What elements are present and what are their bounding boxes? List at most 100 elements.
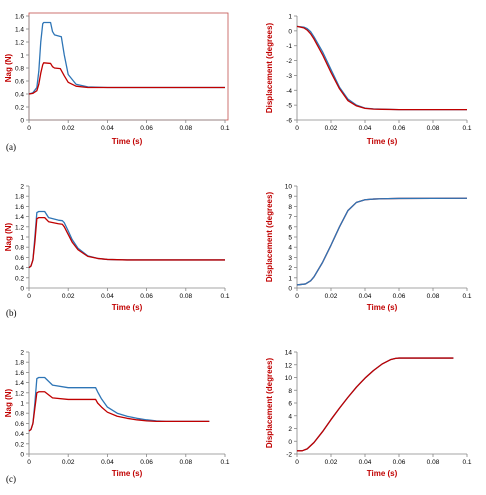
y-axis-title: Nag (N) (4, 222, 13, 251)
y-tick-label: -1 (286, 43, 292, 50)
y-tick-label: 0.2 (15, 105, 24, 112)
series-line-red (296, 197, 468, 286)
y-tick-label: 6 (288, 401, 292, 408)
x-tick-label: 0.02 (325, 125, 338, 132)
x-tick-label: 0 (27, 125, 31, 132)
y-axis-title: Nag (N) (4, 388, 13, 417)
x-tick-label: 0.04 (359, 459, 372, 466)
y-tick-label: -4 (286, 88, 292, 95)
chart-b-left: 0 0.2 0.4 0.6 0.8 1 1.2 1.4 1.6 1.8 2 0 0.02 0.04 0.06… (4, 184, 230, 313)
x-tick-label: 0.04 (101, 125, 114, 132)
y-tick-label: 1.8 (15, 360, 24, 367)
y-tick-label: 8 (288, 204, 292, 211)
y-tick-label: -2 (286, 452, 292, 459)
y-tick-label: 0 (288, 439, 292, 446)
x-tick-label: 0.1 (462, 293, 471, 300)
series-line-red (297, 357, 454, 452)
y-tick-label: 0 (20, 286, 24, 293)
y-tick-label: 10 (285, 184, 293, 191)
y-tick-label: 0.8 (15, 411, 24, 418)
x-tick-label: 0.08 (179, 293, 192, 300)
y-tick-label: -5 (286, 103, 292, 110)
series-line-red (28, 62, 225, 95)
x-tick-label: 0.08 (179, 459, 192, 466)
x-tick-label: 0 (295, 293, 299, 300)
x-tick-label: 0.08 (427, 459, 440, 466)
y-tick-label: 2 (288, 426, 292, 433)
x-axis-title: Time (s) (367, 303, 398, 312)
panel-label-a: (a) (6, 142, 16, 152)
series-line-blue (28, 21, 225, 95)
y-tick-label: 2 (20, 184, 24, 191)
y-tick-label: 8 (288, 388, 292, 395)
y-tick-label: 1.8 (15, 194, 24, 201)
y-tick-label: 0 (288, 286, 292, 293)
series-line-blue (28, 210, 225, 269)
y-tick-label: 0.6 (15, 79, 24, 86)
y-tick-label: 1.2 (15, 224, 24, 231)
y-tick-label: 4 (288, 245, 292, 252)
y-tick-label: 12 (285, 362, 293, 369)
y-tick-label: 9 (288, 194, 292, 201)
y-tick-label: 1.6 (15, 370, 24, 377)
y-axis-title: Displacement (degrees) (265, 192, 274, 283)
y-tick-label: 5 (288, 235, 292, 242)
y-tick-label: 0.4 (15, 431, 24, 438)
x-tick-label: 0.04 (101, 293, 114, 300)
y-tick-label: -2 (286, 58, 292, 65)
x-tick-label: 0.06 (140, 125, 153, 132)
y-tick-label: 1.6 (15, 14, 24, 21)
chart-c-left: 0 0.2 0.4 0.6 0.8 1 1.2 1.4 1.6 1.8 2 0 0.02 0.04 0.06… (4, 350, 230, 479)
y-tick-label: 2 (20, 350, 24, 357)
x-tick-label: 0.08 (427, 293, 440, 300)
x-tick-label: 0 (295, 459, 299, 466)
y-tick-label: 2 (288, 265, 292, 272)
x-axis-title: Time (s) (367, 137, 398, 146)
series-line-red (28, 216, 225, 269)
y-tick-label: 0.2 (15, 275, 24, 282)
y-tick-label: 1 (20, 53, 24, 60)
y-tick-label: 7 (288, 214, 292, 221)
y-tick-label: 6 (288, 224, 292, 231)
y-tick-label: -6 (286, 118, 292, 125)
x-tick-label: 0.08 (179, 125, 192, 132)
y-tick-label: 1.4 (15, 214, 24, 221)
series-line-red (296, 25, 467, 111)
x-axis-title: Time (s) (112, 303, 143, 312)
x-tick-label: 0.1 (220, 293, 229, 300)
x-tick-label: 0.06 (393, 293, 406, 300)
y-tick-label: -3 (286, 73, 292, 80)
y-tick-label: 10 (285, 375, 293, 382)
y-tick-label: 1 (20, 401, 24, 408)
plot-frame (28, 12, 229, 121)
y-tick-label: 1 (288, 14, 292, 21)
x-tick-label: 0.06 (393, 125, 406, 132)
x-axis-title: Time (s) (367, 469, 398, 478)
y-tick-label: 1.4 (15, 380, 24, 387)
y-tick-label: 0 (20, 452, 24, 459)
x-tick-label: 0.02 (325, 293, 338, 300)
panel-label-b: (b) (6, 308, 17, 318)
y-tick-label: 0.4 (15, 265, 24, 272)
y-axis-title: Displacement (degrees) (265, 358, 274, 449)
series-line-blue (297, 357, 454, 452)
y-tick-label: 0.6 (15, 421, 24, 428)
x-tick-label: 0.02 (325, 459, 338, 466)
x-tick-label: 0.1 (220, 459, 229, 466)
x-tick-label: 0.06 (140, 459, 153, 466)
series-line-blue (296, 197, 468, 286)
x-tick-label: 0.04 (359, 293, 372, 300)
y-tick-label: 0.8 (15, 66, 24, 73)
y-tick-label: 0.8 (15, 245, 24, 252)
series-line-blue (296, 25, 467, 111)
x-tick-label: 0.06 (393, 459, 406, 466)
y-tick-label: 3 (288, 255, 292, 262)
y-tick-label: 0.4 (15, 92, 24, 99)
y-tick-label: 1.2 (15, 40, 24, 47)
x-axis-title: Time (s) (112, 137, 143, 146)
x-tick-label: 0.1 (462, 125, 471, 132)
x-tick-label: 0.04 (101, 459, 114, 466)
y-tick-label: 0.2 (15, 441, 24, 448)
